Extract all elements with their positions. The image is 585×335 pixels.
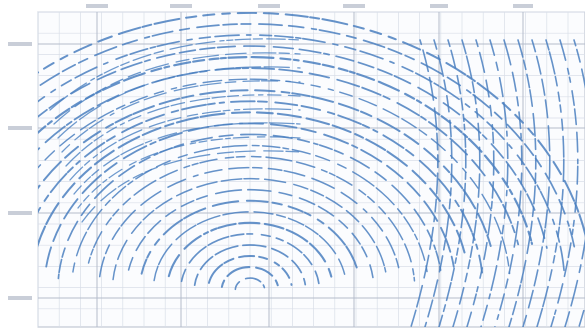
ridge bbox=[81, 150, 301, 223]
ridge bbox=[38, 56, 534, 245]
ridge bbox=[494, 39, 523, 327]
left-label bbox=[8, 42, 32, 46]
ridge bbox=[550, 39, 579, 327]
top-label bbox=[513, 4, 533, 8]
top-label bbox=[343, 4, 365, 8]
ridge bbox=[193, 244, 307, 287]
ridge bbox=[522, 39, 551, 327]
ridge bbox=[38, 78, 511, 275]
left-label bbox=[8, 126, 32, 130]
ridge bbox=[466, 39, 495, 327]
ridge bbox=[38, 45, 548, 249]
ridge bbox=[65, 94, 301, 167]
ridge bbox=[57, 133, 442, 280]
ridge bbox=[112, 177, 387, 281]
ridge bbox=[98, 166, 401, 278]
plot-area bbox=[37, 11, 585, 328]
ridge bbox=[180, 233, 320, 285]
ridge bbox=[87, 155, 416, 282]
ridge bbox=[207, 255, 293, 286]
left-label bbox=[8, 211, 32, 215]
ridge bbox=[38, 100, 484, 274]
left-label bbox=[8, 296, 32, 300]
ridge bbox=[73, 122, 301, 195]
ridge bbox=[564, 39, 585, 327]
ridge bbox=[167, 221, 333, 278]
top-label bbox=[430, 4, 448, 8]
ridge bbox=[61, 80, 301, 153]
ridge bbox=[452, 39, 481, 327]
ridge bbox=[38, 89, 493, 250]
ridge bbox=[69, 108, 301, 181]
top-label bbox=[86, 4, 108, 8]
ridge bbox=[53, 52, 301, 125]
top-label bbox=[258, 4, 280, 8]
ridge bbox=[234, 277, 266, 291]
ridge bbox=[127, 188, 374, 279]
ridge bbox=[140, 199, 360, 276]
ridge bbox=[38, 34, 565, 272]
ridge bbox=[57, 66, 301, 139]
ridge bbox=[508, 39, 537, 327]
ridge bbox=[38, 23, 576, 248]
ridge bbox=[77, 136, 301, 209]
ridge bbox=[38, 12, 585, 238]
ridge bbox=[220, 266, 279, 288]
ridge bbox=[72, 144, 428, 273]
ridge bbox=[38, 111, 466, 254]
ridge bbox=[438, 39, 467, 327]
ridge bbox=[49, 38, 301, 111]
ridge bbox=[424, 39, 453, 327]
ridge bbox=[480, 39, 509, 327]
strokes bbox=[38, 12, 585, 327]
ridge bbox=[536, 39, 565, 327]
ridge bbox=[410, 39, 439, 327]
ridge bbox=[153, 211, 346, 282]
ridge bbox=[38, 67, 520, 246]
axis-label-placeholders bbox=[8, 4, 533, 300]
top-label bbox=[170, 4, 192, 8]
